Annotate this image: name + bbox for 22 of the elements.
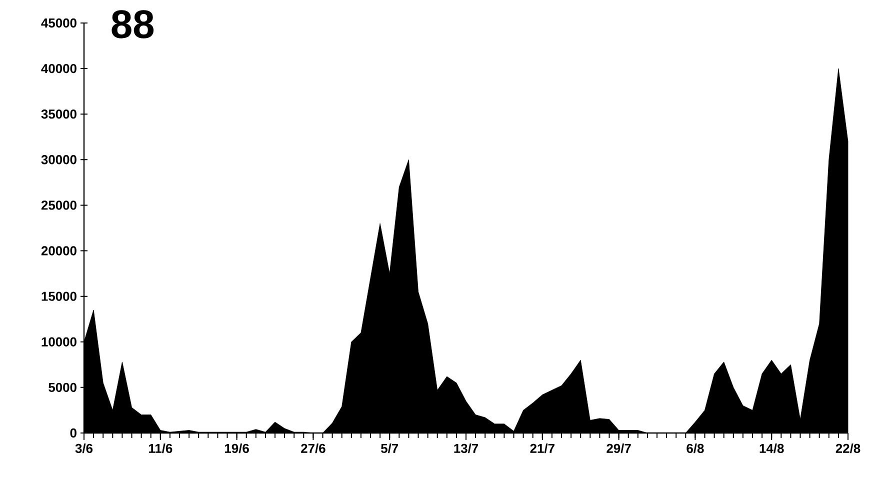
x-tick-label: 6/8 — [686, 444, 704, 454]
y-tick-label: 45000 — [41, 18, 76, 28]
x-tick-label: 14/8 — [760, 444, 784, 454]
y-tick-label: 40000 — [41, 64, 76, 74]
y-tick-label: 0 — [70, 428, 76, 438]
y-tick-label: 35000 — [41, 110, 76, 119]
x-tick-label: 11/6 — [148, 444, 172, 454]
x-tick-label: 29/7 — [606, 444, 631, 454]
y-tick-label: 5000 — [48, 382, 76, 392]
x-tick-label: 3/6 — [75, 444, 93, 454]
y-tick-label: 30000 — [41, 155, 76, 164]
x-tick-label: 13/7 — [454, 444, 478, 454]
y-tick-label: 25000 — [41, 200, 76, 210]
y-tick-label: 15000 — [42, 292, 76, 301]
x-tick-label: 19/6 — [225, 444, 249, 454]
y-tick-label: 20000 — [41, 246, 76, 256]
x-tick-label: 27/6 — [301, 444, 326, 454]
x-tick-label: 5/7 — [381, 444, 398, 454]
chart-title: 88 — [112, 10, 154, 38]
x-tick-label: 22/8 — [836, 444, 860, 454]
y-tick-label: 10000 — [42, 337, 76, 346]
x-tick-label: 21/7 — [530, 444, 554, 454]
